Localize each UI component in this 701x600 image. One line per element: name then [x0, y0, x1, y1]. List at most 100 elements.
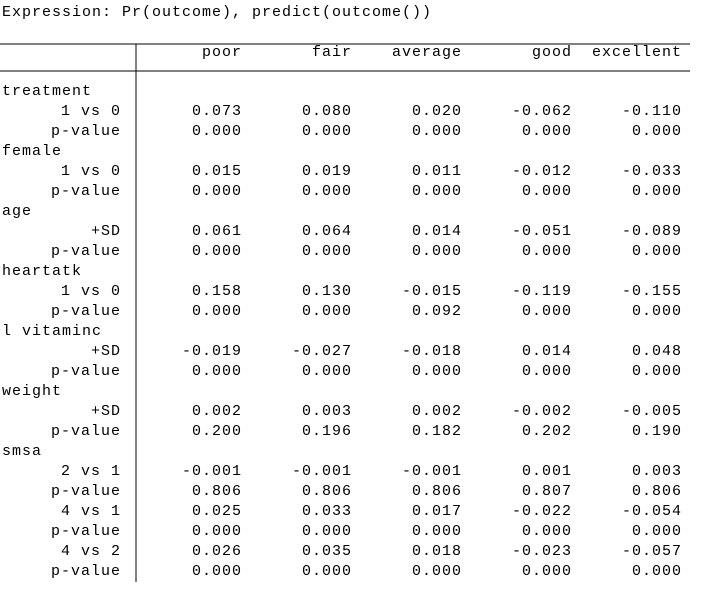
cell: 0.011 [412, 163, 462, 180]
row-label: 4 vs 1 [61, 503, 121, 520]
group-label: smsa [2, 443, 42, 460]
cell: -0.057 [622, 543, 682, 560]
cell: -0.022 [512, 503, 572, 520]
cell: 0.000 [302, 523, 352, 540]
row-label: p-value [51, 243, 121, 260]
group-label: l vitaminc [2, 323, 102, 340]
cell: 0.000 [412, 563, 462, 580]
row-label: +SD [91, 223, 121, 240]
row-label: 1 vs 0 [61, 283, 121, 300]
cell: 0.000 [632, 183, 682, 200]
cell: 0.202 [522, 423, 572, 440]
column-header: excellent [592, 44, 682, 61]
cell: 0.000 [412, 183, 462, 200]
cell: -0.005 [622, 403, 682, 420]
row-label: p-value [51, 303, 121, 320]
cell: 0.014 [522, 343, 572, 360]
cell: 0.000 [192, 123, 242, 140]
cell: 0.064 [302, 223, 352, 240]
cell: 0.000 [522, 183, 572, 200]
cell: 0.035 [302, 543, 352, 560]
cell: 0.806 [412, 483, 462, 500]
column-header: poor [202, 44, 242, 61]
column-header: fair [312, 44, 352, 61]
column-header: average [392, 44, 462, 61]
cell: -0.001 [292, 463, 352, 480]
cell: 0.003 [632, 463, 682, 480]
cell: 0.061 [192, 223, 242, 240]
row-label: p-value [51, 123, 121, 140]
cell: -0.089 [622, 223, 682, 240]
group-label: female [2, 143, 62, 160]
cell: 0.000 [632, 363, 682, 380]
cell: 0.000 [632, 123, 682, 140]
cell: 0.000 [302, 563, 352, 580]
cell: -0.018 [402, 343, 462, 360]
cell: 0.073 [192, 103, 242, 120]
cell: 0.000 [632, 523, 682, 540]
cell: 0.080 [302, 103, 352, 120]
cell: 0.806 [192, 483, 242, 500]
row-label: p-value [51, 423, 121, 440]
cell: 0.015 [192, 163, 242, 180]
group-label: heartatk [2, 263, 82, 280]
row-label: +SD [91, 403, 121, 420]
cell: 0.000 [192, 523, 242, 540]
cell: -0.119 [512, 283, 572, 300]
cell: 0.000 [522, 243, 572, 260]
cell: -0.155 [622, 283, 682, 300]
cell: 0.002 [412, 403, 462, 420]
cell: 0.000 [522, 563, 572, 580]
cell: 0.000 [192, 303, 242, 320]
cell: 0.000 [412, 363, 462, 380]
cell: -0.023 [512, 543, 572, 560]
row-label: p-value [51, 363, 121, 380]
cell: -0.062 [512, 103, 572, 120]
row-label: 4 vs 2 [61, 543, 121, 560]
cell: 0.196 [302, 423, 352, 440]
cell: 0.000 [632, 303, 682, 320]
cell: -0.051 [512, 223, 572, 240]
cell: 0.033 [302, 503, 352, 520]
row-label: +SD [91, 343, 121, 360]
column-header: good [532, 44, 572, 61]
cell: 0.806 [632, 483, 682, 500]
cell: 0.001 [522, 463, 572, 480]
cell: 0.000 [192, 363, 242, 380]
cell: 0.026 [192, 543, 242, 560]
cell: 0.200 [192, 423, 242, 440]
cell: 0.018 [412, 543, 462, 560]
cell: -0.019 [182, 343, 242, 360]
cell: 0.000 [302, 123, 352, 140]
cell: 0.000 [412, 243, 462, 260]
cell: 0.000 [412, 523, 462, 540]
cell: 0.000 [522, 363, 572, 380]
cell: 0.182 [412, 423, 462, 440]
cell: 0.000 [192, 183, 242, 200]
cell: -0.110 [622, 103, 682, 120]
cell: 0.806 [302, 483, 352, 500]
group-label: weight [2, 383, 62, 400]
cell: -0.054 [622, 503, 682, 520]
row-label: 1 vs 0 [61, 103, 121, 120]
cell: 0.000 [192, 563, 242, 580]
cell: 0.017 [412, 503, 462, 520]
cell: 0.020 [412, 103, 462, 120]
cell: 0.000 [632, 563, 682, 580]
group-label: treatment [2, 83, 92, 100]
cell: 0.002 [192, 403, 242, 420]
cell: -0.015 [402, 283, 462, 300]
row-label: p-value [51, 483, 121, 500]
row-label: 1 vs 0 [61, 163, 121, 180]
cell: 0.000 [522, 303, 572, 320]
cell: 0.003 [302, 403, 352, 420]
cell: 0.000 [192, 243, 242, 260]
cell: 0.048 [632, 343, 682, 360]
cell: 0.000 [302, 363, 352, 380]
cell: -0.002 [512, 403, 572, 420]
cell: 0.807 [522, 483, 572, 500]
cell: 0.000 [302, 183, 352, 200]
group-label: age [2, 203, 32, 220]
